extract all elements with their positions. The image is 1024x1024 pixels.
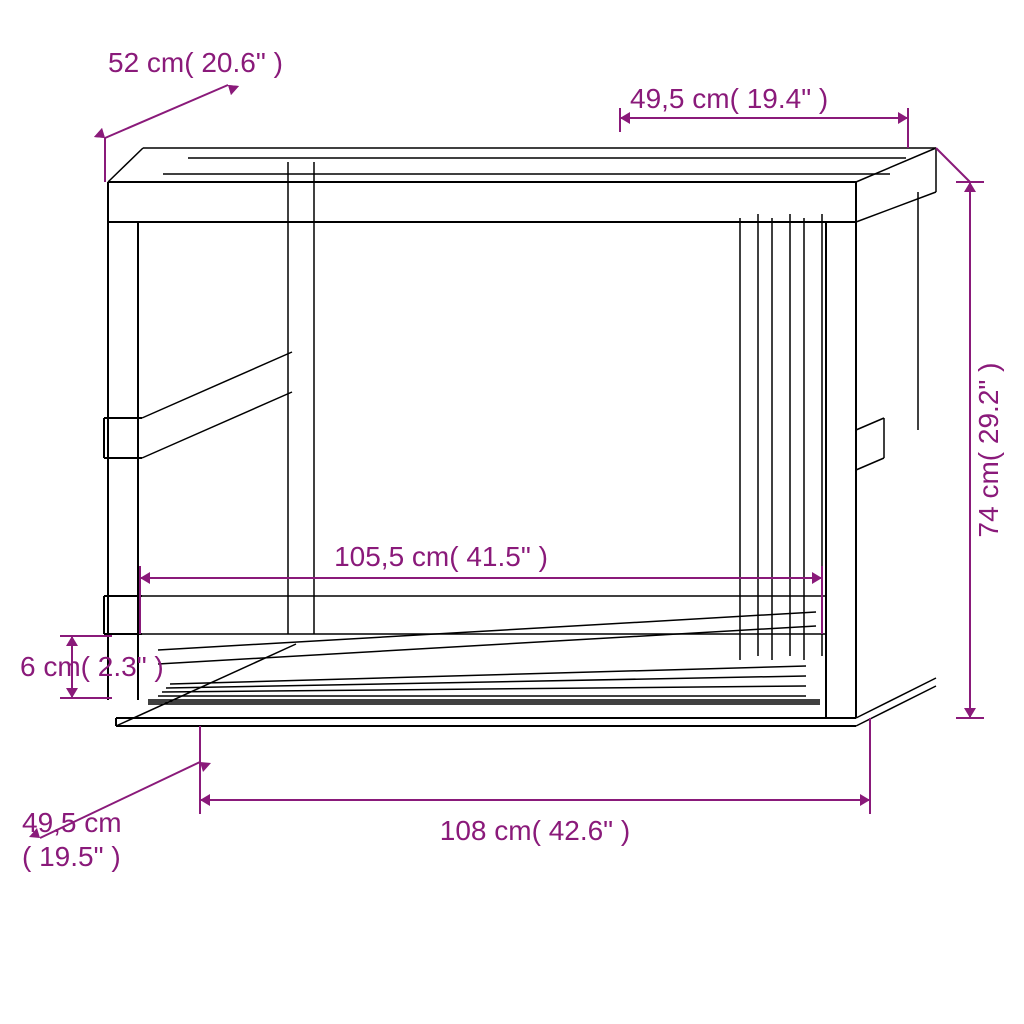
- dim-clearance: 6 cm( 2.3" ): [20, 651, 164, 682]
- product-drawing: [104, 148, 936, 726]
- dim-top-right: 49,5 cm( 19.4" ): [630, 83, 828, 114]
- dim-height: 74 cm( 29.2" ): [973, 363, 1004, 538]
- dim-depth-in: ( 19.5" ): [22, 841, 121, 872]
- dim-top-left: 52 cm( 20.6" ): [108, 47, 283, 78]
- dim-depth-cm: 49,5 cm: [22, 807, 122, 838]
- dim-width: 108 cm( 42.6" ): [440, 815, 630, 846]
- dim-inner-width: 105,5 cm( 41.5" ): [334, 541, 548, 572]
